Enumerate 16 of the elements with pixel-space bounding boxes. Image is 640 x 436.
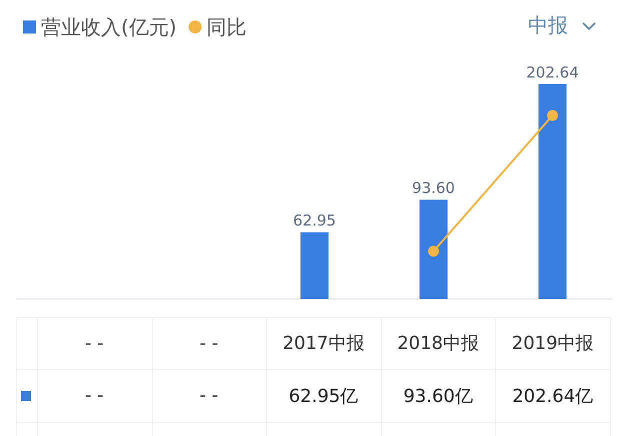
text: 中报 <box>528 13 568 37</box>
legend-label: 同比 <box>206 15 247 39</box>
text: 93.60亿 <box>403 384 473 408</box>
x-tick-label: 2019中报 <box>512 332 594 355</box>
text: 202.64亿 <box>512 384 594 408</box>
x-tick-label: 2018中报 <box>397 332 479 355</box>
data-label: 62.95 <box>293 212 336 230</box>
x-tick-label: - - <box>200 332 218 354</box>
x-tick-label: - - <box>84 332 104 354</box>
data-label: 202.64 <box>526 64 579 82</box>
legend-label: 营业收入(亿元) <box>41 15 177 39</box>
text: 62.95亿 <box>288 384 358 408</box>
data-label: 93.60 <box>412 179 455 198</box>
x-tick-label: 2017中报 <box>282 332 364 355</box>
text: - - <box>84 385 104 406</box>
text: - - <box>200 385 218 406</box>
